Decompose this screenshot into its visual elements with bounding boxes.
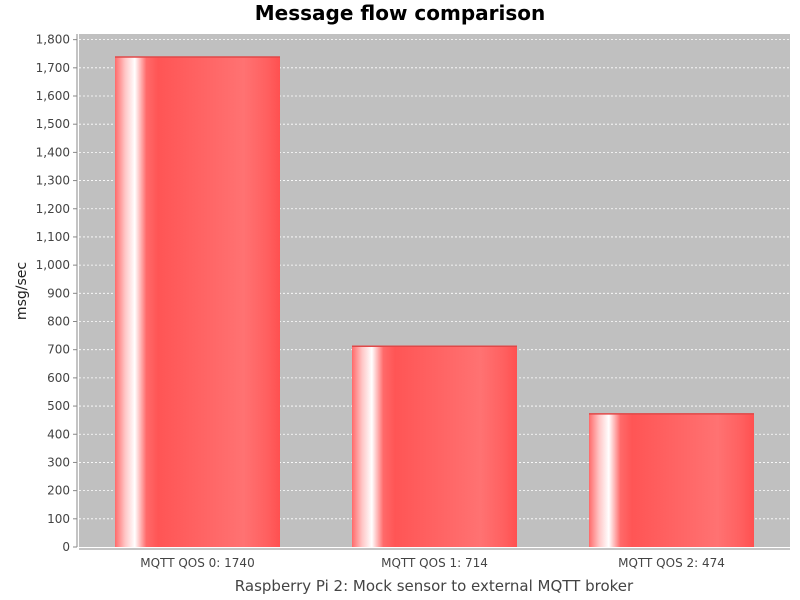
chart-title: Message flow comparison: [255, 1, 545, 25]
y-tick-label: 300: [47, 455, 70, 469]
bar: [352, 345, 517, 547]
bar: [115, 56, 280, 548]
y-tick-label: 600: [47, 371, 70, 385]
y-tick-label: 900: [47, 286, 70, 300]
y-tick-label: 1,100: [36, 230, 70, 244]
x-category-label: MQTT QOS 0: 1740: [140, 556, 254, 570]
y-tick-label: 500: [47, 399, 70, 413]
y-tick-label: 1,000: [36, 258, 70, 272]
y-tick-label: 700: [47, 343, 70, 357]
y-axis-label: msg/sec: [14, 262, 30, 320]
y-tick-label: 1,200: [36, 202, 70, 216]
bars: [115, 56, 754, 548]
bar: [589, 413, 754, 547]
y-tick-label: 400: [47, 427, 70, 441]
y-tick-label: 1,800: [36, 33, 70, 47]
y-tick-label: 200: [47, 484, 70, 498]
x-axis-categories: MQTT QOS 0: 1740 MQTT QOS 1: 714 MQTT QOS …: [140, 556, 725, 570]
x-category-label: MQTT QOS 2: 474: [618, 556, 725, 570]
y-axis-ticks: 0 100 200 300 400 500 600 700 800 900 1,000 1,100 1,…: [36, 33, 77, 554]
y-tick-label: 1,700: [36, 61, 70, 75]
y-tick-label: 1,300: [36, 174, 70, 188]
y-tick-label: 0: [62, 540, 70, 554]
x-axis-label: Raspberry Pi 2: Mock sensor to external …: [235, 577, 634, 595]
y-tick-label: 1,500: [36, 117, 70, 131]
y-tick-label: 800: [47, 315, 70, 329]
y-tick-label: 1,600: [36, 89, 70, 103]
y-tick-label: 100: [47, 512, 70, 526]
y-tick-label: 1,400: [36, 145, 70, 159]
x-category-label: MQTT QOS 1: 714: [381, 556, 488, 570]
